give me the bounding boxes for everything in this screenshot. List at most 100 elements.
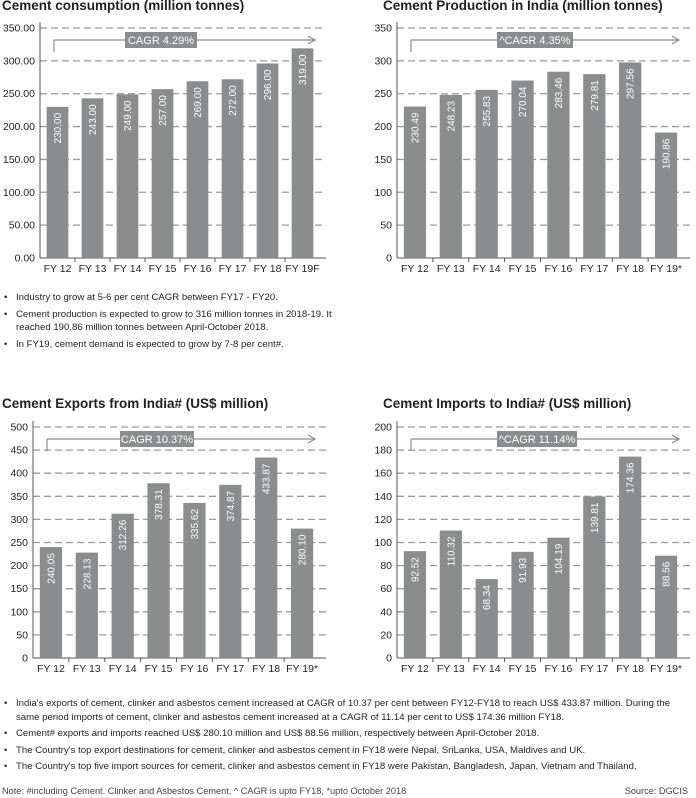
x-tick-label: FY 18: [252, 663, 280, 675]
cagr-label: ^CAGR 11.14%: [499, 434, 576, 446]
y-tick-label: 200: [10, 560, 28, 572]
bar: [439, 530, 462, 658]
bar-value-label: 374.87: [226, 490, 237, 521]
y-tick-label: 100: [374, 537, 392, 549]
bar-value-label: 312.26: [118, 519, 129, 550]
y-tick-label: 500: [10, 422, 28, 434]
bar: [583, 74, 606, 259]
notes-top: Industry to grow at 5-6 per cent CAGR be…: [2, 291, 347, 354]
x-tick-label: FY 13: [73, 663, 101, 675]
x-tick-label: FY 17: [580, 263, 608, 275]
chart-title-exports: Cement Exports from India# (US$ million): [2, 396, 269, 411]
bar-value-label: 91.93: [518, 557, 529, 582]
y-tick-label: 150: [374, 154, 392, 166]
x-tick-label: FY 18: [254, 263, 282, 275]
bar-value-label: 257.00: [158, 95, 169, 126]
bar-value-label: 240.05: [46, 553, 57, 584]
bar: [219, 484, 242, 658]
bar-value-label: 228.13: [82, 558, 93, 589]
y-tick-label: 80: [380, 560, 392, 572]
bar: [619, 62, 642, 258]
bar: [583, 496, 606, 658]
cagr-label-box: [497, 431, 577, 447]
x-tick-label: FY 16: [181, 663, 209, 675]
y-tick-label: 450: [10, 445, 28, 457]
bar-value-label: 230.49: [410, 112, 421, 143]
note-item: In FY19, cement demand is expected to gr…: [2, 338, 347, 352]
bar-value-label: 110.32: [446, 536, 457, 566]
bar: [81, 98, 104, 258]
y-tick-label: 300: [10, 514, 28, 526]
y-tick-label: 250.00: [3, 88, 35, 100]
x-tick-label: FY 16: [545, 663, 573, 675]
note-item: Industry to grow at 5-6 per cent CAGR be…: [2, 291, 347, 305]
cagr-label-box: [125, 32, 197, 48]
y-tick-label: 160: [374, 468, 392, 480]
bar-value-label: 296.00: [263, 69, 274, 100]
note-item: The Country's top five import sources fo…: [2, 760, 682, 774]
bar-value-label: 190.86: [662, 138, 673, 169]
bar-value-label: 139.81: [590, 502, 601, 533]
y-tick-label: 120: [374, 514, 392, 526]
x-tick-label: FY 14: [473, 663, 501, 675]
bar-value-label: 279.81: [590, 80, 601, 111]
bar: [511, 80, 534, 259]
bar: [256, 63, 279, 258]
y-tick-label: 100.00: [3, 187, 35, 199]
bar-value-label: 319.00: [298, 54, 309, 85]
bar-value-label: 174.36: [626, 462, 637, 493]
note-item: Cement# exports and imports reached US$ …: [2, 727, 682, 741]
bar: [654, 555, 678, 658]
bar: [186, 81, 209, 258]
y-tick-label: 60: [380, 583, 392, 595]
x-tick-label: FY 16: [545, 263, 573, 275]
bar-value-label: 243.00: [88, 104, 99, 135]
y-tick-label: 200: [374, 121, 392, 133]
y-tick-label: 40: [380, 606, 392, 618]
bar-value-label: 335.62: [190, 509, 201, 540]
bar-value-label: 269.00: [193, 87, 204, 118]
bar: [475, 579, 498, 658]
bar: [403, 106, 427, 258]
x-tick-label: FY 17: [216, 663, 244, 675]
footnote-source: Source: DGCIS: [624, 786, 688, 796]
bar: [475, 89, 498, 258]
y-tick-label: 0.00: [15, 253, 36, 265]
x-tick-label: FY 17: [580, 663, 608, 675]
bar: [619, 456, 642, 658]
x-tick-label: FY 17: [219, 263, 247, 275]
y-tick-label: 150: [10, 583, 28, 595]
bar-value-label: 272.00: [228, 85, 239, 116]
y-tick-label: 0: [22, 653, 28, 665]
bar-value-label: 378.31: [154, 489, 165, 520]
x-tick-label: FY 12: [37, 663, 65, 675]
y-tick-label: 350: [10, 491, 28, 503]
bar: [547, 71, 570, 258]
y-tick-label: 300.00: [3, 55, 35, 67]
bar-value-label: 280.10: [298, 534, 309, 565]
bar-value-label: 433.87: [262, 463, 273, 494]
chart-title-imports: Cement Imports to India# (US$ million): [383, 396, 632, 411]
x-tick-label: FY 19*: [286, 663, 318, 675]
chart-title-production: Cement Production in India (million tonn…: [383, 0, 663, 13]
bar: [46, 106, 69, 258]
bar-value-label: 92.52: [410, 557, 421, 582]
bar: [511, 551, 534, 658]
y-tick-label: 0: [386, 253, 392, 265]
cagr-arrow-head: [307, 35, 317, 45]
bar: [75, 552, 98, 658]
y-tick-label: 100: [10, 606, 28, 618]
y-tick-label: 200: [374, 422, 392, 434]
bar: [183, 502, 206, 658]
y-tick-label: 100: [374, 187, 392, 199]
y-tick-label: 200.00: [3, 121, 35, 133]
bar: [291, 48, 314, 258]
y-tick-label: 400: [10, 468, 28, 480]
x-tick-label: FY 14: [109, 663, 137, 675]
bar: [547, 537, 570, 658]
cagr-label-box: [497, 32, 573, 48]
x-tick-label: FY 18: [616, 663, 644, 675]
bar: [221, 79, 244, 258]
y-tick-label: 0: [386, 653, 392, 665]
